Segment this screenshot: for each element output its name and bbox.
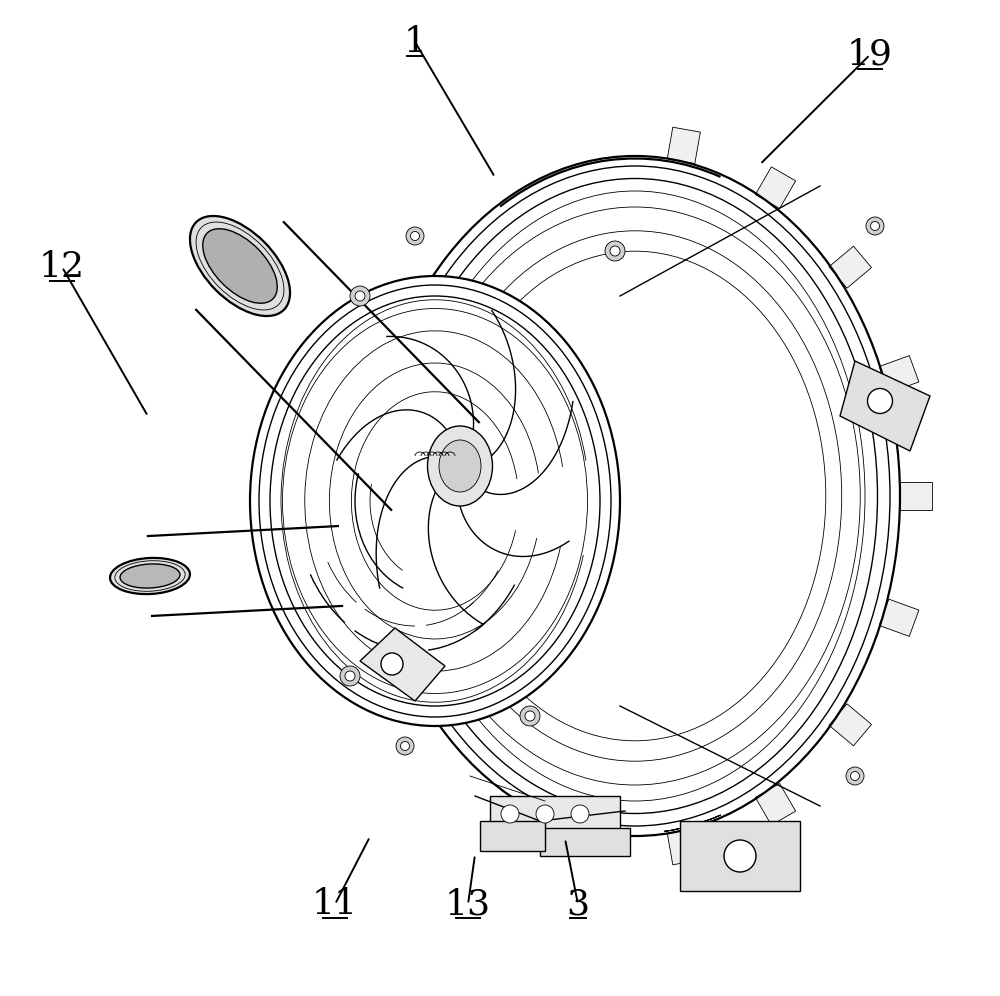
Polygon shape	[540, 828, 630, 856]
Polygon shape	[900, 482, 932, 510]
Polygon shape	[490, 796, 620, 831]
Text: 11: 11	[312, 887, 358, 921]
Text: 19: 19	[847, 38, 893, 72]
Ellipse shape	[190, 216, 290, 316]
Polygon shape	[879, 356, 919, 392]
Ellipse shape	[370, 156, 900, 836]
Polygon shape	[667, 829, 700, 865]
Ellipse shape	[203, 229, 277, 303]
Polygon shape	[829, 704, 872, 746]
Polygon shape	[879, 600, 919, 636]
Ellipse shape	[411, 231, 420, 240]
Ellipse shape	[501, 805, 519, 823]
Text: 1: 1	[404, 25, 426, 59]
Ellipse shape	[250, 276, 620, 726]
Ellipse shape	[520, 706, 540, 726]
Ellipse shape	[120, 564, 180, 588]
Ellipse shape	[866, 217, 884, 235]
Polygon shape	[480, 821, 545, 851]
Ellipse shape	[525, 711, 535, 721]
Ellipse shape	[428, 426, 492, 506]
Ellipse shape	[110, 558, 190, 594]
Ellipse shape	[536, 805, 554, 823]
Ellipse shape	[610, 246, 620, 256]
Polygon shape	[829, 246, 872, 288]
Ellipse shape	[724, 840, 756, 872]
Ellipse shape	[406, 227, 424, 245]
Polygon shape	[755, 167, 796, 208]
Ellipse shape	[381, 653, 403, 675]
Ellipse shape	[350, 286, 370, 306]
Polygon shape	[667, 127, 700, 163]
Text: 12: 12	[39, 250, 85, 284]
Ellipse shape	[396, 737, 414, 755]
Polygon shape	[360, 628, 445, 701]
Ellipse shape	[439, 440, 481, 492]
Ellipse shape	[340, 666, 360, 686]
Ellipse shape	[355, 291, 365, 301]
Ellipse shape	[571, 805, 589, 823]
Ellipse shape	[870, 221, 880, 230]
Ellipse shape	[868, 388, 893, 413]
Ellipse shape	[605, 241, 625, 261]
Ellipse shape	[846, 767, 864, 785]
Polygon shape	[840, 361, 930, 451]
Polygon shape	[755, 784, 796, 825]
Ellipse shape	[345, 671, 355, 681]
Text: 13: 13	[445, 887, 491, 921]
Ellipse shape	[400, 741, 410, 751]
Ellipse shape	[850, 772, 860, 781]
Text: 3: 3	[566, 887, 590, 921]
Polygon shape	[680, 821, 800, 891]
